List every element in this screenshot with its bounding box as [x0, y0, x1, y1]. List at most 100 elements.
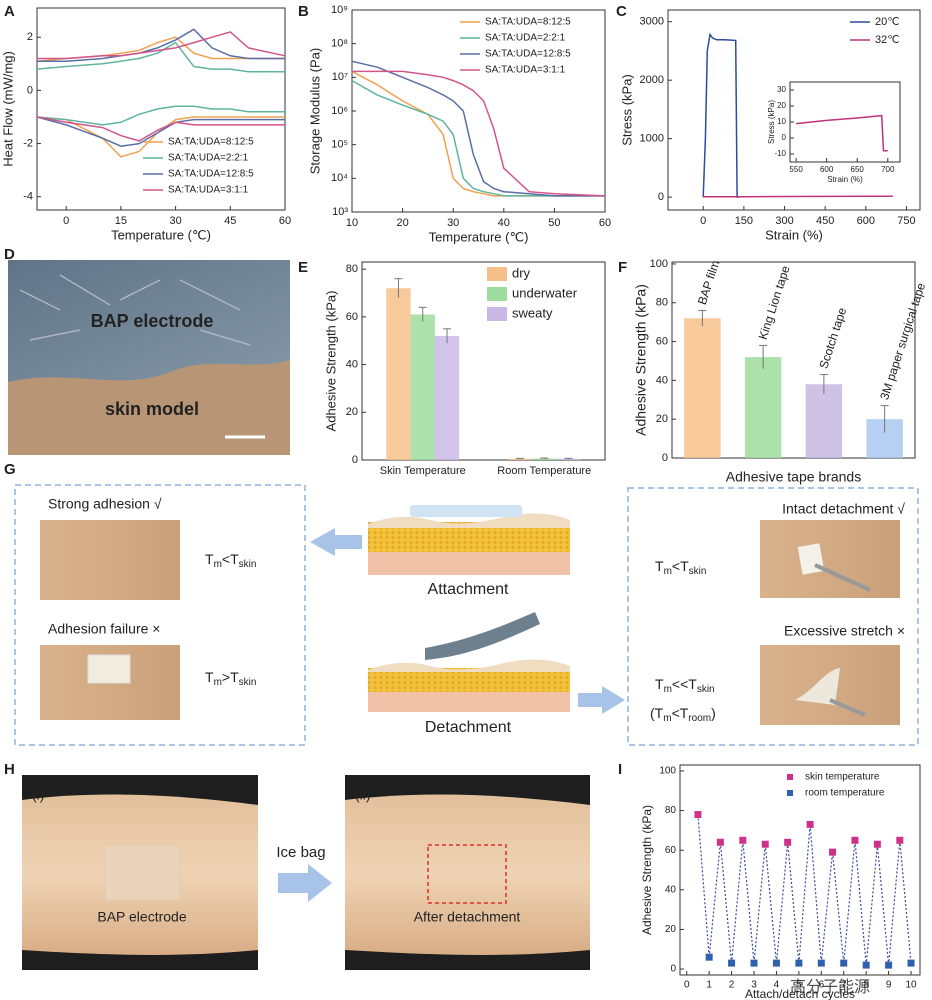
data-line: [352, 70, 606, 197]
x-tick-label: 0: [63, 215, 69, 227]
legend-label: SA:TA:UDA=8:12:5: [485, 17, 571, 28]
bar: [410, 314, 435, 460]
y-tick-label: 0: [670, 964, 676, 975]
data-line: [351, 79, 605, 197]
y-tick-label: 0: [27, 84, 33, 96]
photo-label: (ii): [355, 787, 371, 803]
point: [728, 959, 736, 967]
y-tick-label: 30: [777, 85, 786, 94]
point: [795, 959, 803, 967]
condition-part: T: [205, 669, 214, 685]
x-tick-label: 40: [498, 217, 510, 229]
connector: [865, 844, 878, 966]
legend-label: SA:TA:UDA=8:12:5: [168, 137, 254, 148]
y-tick-label: 40: [656, 374, 668, 386]
x-tick-label: 60: [599, 217, 611, 229]
y-tick-label: 100: [659, 766, 676, 777]
connector: [854, 840, 867, 966]
y-tick-label: 20: [656, 413, 668, 425]
condition-part: <T: [672, 558, 689, 574]
x-tick-label: 20: [396, 217, 408, 229]
y-tick-label: -10: [774, 149, 786, 158]
condition-part: <<T: [672, 676, 697, 692]
connector: [876, 844, 890, 966]
y-tick-label: 60: [346, 311, 358, 323]
y-axis-title: Adhesive Strength (kPa): [640, 805, 654, 935]
connector: [798, 824, 811, 964]
y-tick-label: 20: [346, 406, 358, 418]
x-tick-label: 8: [863, 980, 869, 991]
panel-label: D: [4, 246, 15, 263]
category-label: Scotch tape: [816, 306, 849, 371]
panel-label: C: [616, 3, 627, 20]
legend-swatch: [487, 287, 507, 301]
y-tick-label: 20: [777, 101, 786, 110]
plot-frame: [671, 261, 916, 459]
connector: [899, 840, 912, 964]
panel-h-art: [22, 775, 590, 970]
y-tick-label: 0: [352, 454, 358, 466]
x-tick-label: 9: [886, 980, 892, 991]
y-axis-title: Storage Modulus (Pa): [307, 48, 322, 174]
arrow-label: Ice bag: [276, 844, 325, 861]
condition-part: <T: [672, 705, 689, 721]
x-tick-label: 700: [881, 165, 895, 174]
connector: [843, 840, 856, 964]
connector: [888, 840, 901, 966]
x-axis-title: Strain (%): [765, 227, 823, 242]
bar: [507, 458, 533, 460]
x-tick-label: 45: [224, 215, 236, 227]
connector: [764, 844, 778, 964]
condition: (Tm<Troom): [650, 705, 716, 724]
legend-swatch: [487, 307, 507, 321]
y-axis-title: Stress (kPa): [767, 100, 776, 144]
connector: [775, 842, 789, 964]
point: [739, 836, 747, 844]
condition-part: m: [214, 559, 222, 570]
legend-label: SA:TA:UDA=12:8:5: [168, 169, 254, 180]
point: [705, 953, 713, 961]
connector: [820, 852, 834, 964]
condition-part: ): [711, 705, 716, 721]
bar: [434, 335, 460, 460]
legend-label: room temperature: [805, 788, 885, 799]
y-tick-label: -4: [23, 191, 33, 203]
condition-part: skin: [239, 559, 257, 570]
panel-label: I: [618, 761, 622, 778]
y-tick-label: 0: [782, 133, 787, 142]
connector: [809, 824, 822, 964]
point: [761, 840, 769, 848]
caption: Excessive stretch ×: [784, 623, 905, 639]
x-axis-title: Temperature (℃): [111, 227, 211, 242]
y-tick-label: 100: [650, 258, 668, 270]
data-line: [36, 116, 285, 142]
bar: [805, 384, 843, 458]
y-tick-label: 0: [662, 452, 668, 464]
y-tick-label: -2: [23, 137, 33, 149]
legend-label: sweaty: [512, 305, 553, 320]
x-tick-label: Skin Temperature: [380, 465, 466, 477]
x-axis-title: Temperature (℃): [429, 229, 529, 244]
legend-label: SA:TA:UDA=3:1:1: [485, 65, 566, 76]
caption: Adhesion failure ×: [48, 621, 160, 637]
y-tick-label: 3000: [640, 16, 664, 28]
point: [829, 848, 837, 856]
y-tick-label: 10⁷: [332, 71, 348, 83]
legend-label: underwater: [512, 285, 578, 300]
plot-frame: [36, 7, 286, 211]
x-tick-label: 0: [700, 215, 706, 227]
category-label: King Lion tape: [756, 264, 793, 342]
connector: [753, 844, 766, 964]
data-line: [36, 41, 285, 73]
x-tick-label: 550: [789, 165, 803, 174]
legend-label: dry: [512, 265, 531, 280]
connector: [719, 842, 733, 964]
photo-label: BAP electrode: [91, 311, 214, 331]
condition-part: (T: [650, 705, 664, 721]
category-label: BAP film: [695, 259, 722, 307]
panel-label: E: [298, 259, 308, 276]
legend-label: skin temperature: [805, 772, 880, 783]
y-tick-label: 10⁹: [331, 4, 348, 16]
condition-part: <T: [222, 551, 239, 567]
